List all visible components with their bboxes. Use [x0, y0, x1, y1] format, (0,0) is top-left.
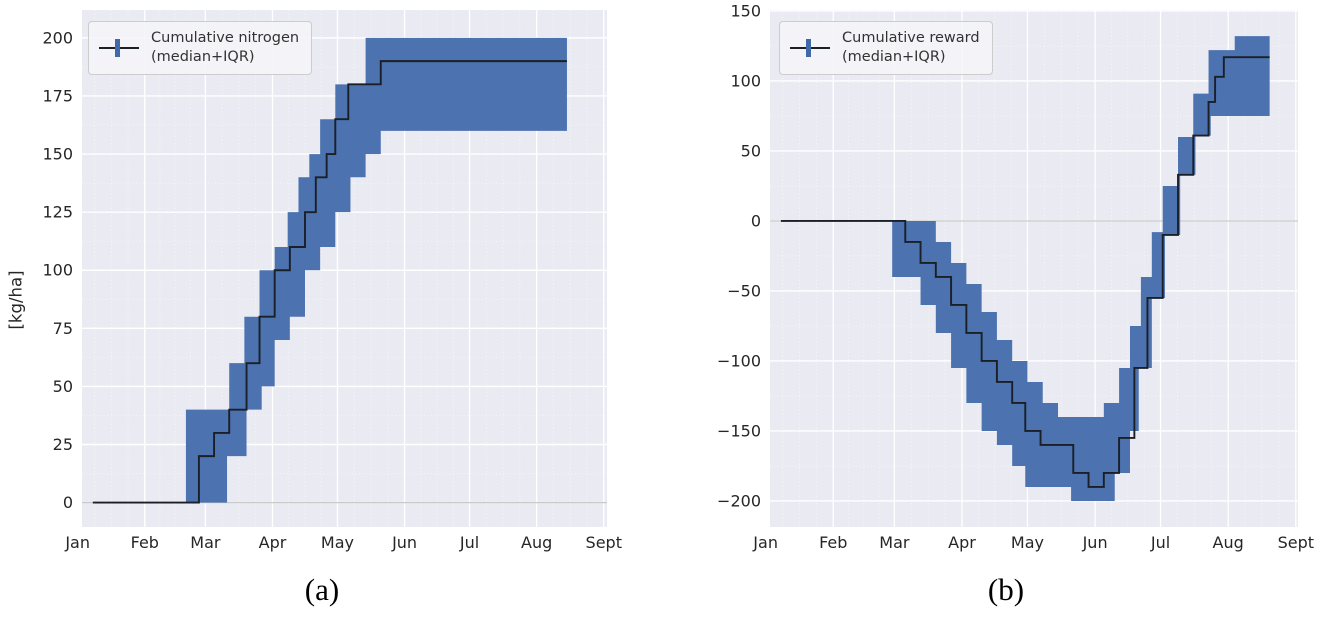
- y-tick-label: 25: [53, 435, 73, 454]
- caption-b: (b): [987, 572, 1025, 607]
- errorbar-marker-icon: [99, 38, 139, 58]
- y-tick-label: −150: [717, 421, 761, 440]
- median-line: [92, 60, 567, 504]
- x-tick-label: May: [321, 533, 354, 552]
- x-tick-label: Sept: [1278, 533, 1314, 552]
- y-tick-label: 75: [53, 319, 73, 338]
- y-tick-label: 175: [42, 86, 73, 105]
- x-tick-label: Aug: [521, 533, 552, 552]
- legend-label-line1: Cumulative nitrogen: [151, 30, 300, 46]
- x-tick-label: Jan: [752, 533, 778, 552]
- legend-label-line2: (median+IQR): [842, 49, 946, 66]
- y-tick-label: 150: [42, 145, 73, 164]
- y-tick-label: 125: [42, 203, 73, 222]
- y-tick-label: 150: [730, 1, 761, 20]
- y-tick-label: 0: [751, 211, 761, 230]
- errorbar-marker-icon: [790, 38, 830, 58]
- legend-text: Cumulative reward (median+IQR): [842, 29, 980, 67]
- y-tick-label: 200: [42, 28, 73, 47]
- x-tick-label: Jan: [64, 533, 90, 552]
- x-tick-label: Sept: [586, 533, 622, 552]
- x-tick-label: Feb: [819, 533, 847, 552]
- legend-reward: Cumulative reward (median+IQR): [779, 21, 993, 76]
- y-tick-label: 50: [53, 377, 73, 396]
- x-tick-label: Mar: [190, 533, 221, 552]
- y-tick-label: 0: [63, 493, 73, 512]
- y-tick-label: −50: [727, 281, 761, 300]
- x-tick-label: Apr: [948, 533, 976, 552]
- caption-a: (a): [304, 572, 340, 607]
- x-tick-label: Apr: [259, 533, 287, 552]
- x-tick-label: Feb: [131, 533, 159, 552]
- x-tick-label: Aug: [1213, 533, 1244, 552]
- x-tick-label: Jul: [1150, 533, 1170, 552]
- iqr-band: [92, 37, 567, 503]
- x-tick-label: May: [1011, 533, 1044, 552]
- y-tick-label: −200: [717, 491, 761, 510]
- x-tick-label: Mar: [879, 533, 910, 552]
- legend-label-line2: (median+IQR): [151, 49, 255, 66]
- y-tick-label: −100: [717, 351, 761, 370]
- legend-label-line1: Cumulative reward: [842, 30, 980, 46]
- legend-nitrogen: Cumulative nitrogen (median+IQR): [88, 21, 313, 76]
- x-tick-label: Jul: [459, 533, 479, 552]
- y-tick-label: 50: [741, 141, 761, 160]
- median-line: [780, 56, 1270, 488]
- y-axis-label: [kg/ha]: [6, 270, 26, 330]
- y-tick-label: 100: [730, 71, 761, 90]
- x-tick-label: Jun: [1082, 533, 1108, 552]
- x-tick-label: Jun: [391, 533, 417, 552]
- legend-text: Cumulative nitrogen (median+IQR): [151, 29, 299, 67]
- y-tick-label: 100: [42, 261, 73, 280]
